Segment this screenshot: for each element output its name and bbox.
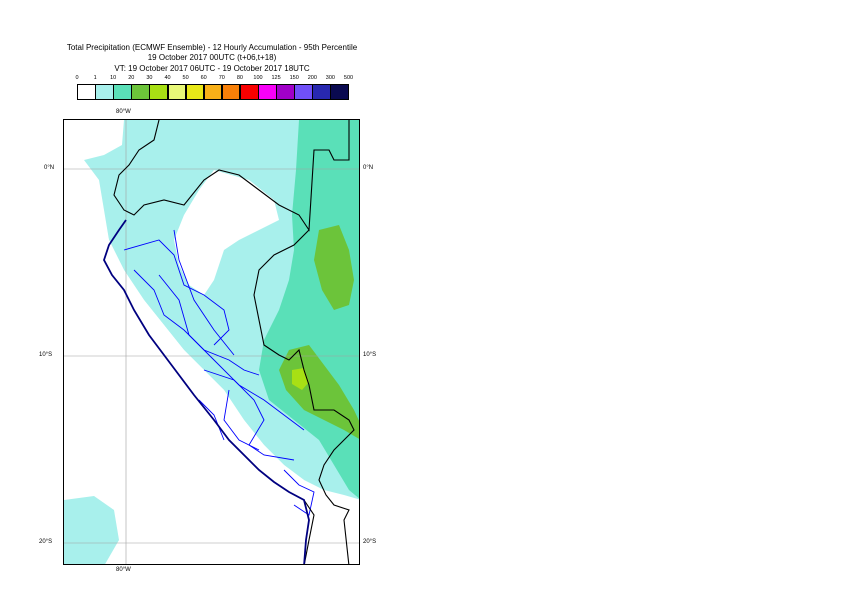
lat-label-left-20: 20°S bbox=[39, 539, 53, 545]
legend-label: 80 bbox=[236, 75, 243, 81]
dry-region bbox=[174, 170, 279, 295]
region-line bbox=[173, 229, 235, 356]
lat-label-right-0: 0°N bbox=[363, 165, 374, 171]
border-line bbox=[303, 499, 315, 564]
precip-field-green-1 bbox=[314, 225, 354, 310]
legend-swatch bbox=[131, 84, 150, 100]
region-boundaries bbox=[123, 229, 315, 516]
legend-swatch bbox=[258, 84, 277, 100]
lon-label-top: 80°W bbox=[116, 109, 131, 115]
legend-label: 30 bbox=[146, 75, 153, 81]
legend-swatch bbox=[77, 84, 96, 100]
region-line bbox=[223, 389, 260, 451]
legend-swatch bbox=[221, 84, 241, 100]
legend-label: 100 bbox=[253, 75, 263, 81]
region-line bbox=[198, 399, 225, 441]
legend-label: 60 bbox=[200, 75, 207, 81]
legend-swatch bbox=[113, 84, 132, 100]
legend-label: 200 bbox=[307, 75, 317, 81]
legend-label: 40 bbox=[164, 75, 171, 81]
lat-label-left-10: 10°S bbox=[39, 352, 53, 358]
title-line-1: Total Precipitation (ECMWF Ensemble) - 1… bbox=[66, 43, 358, 52]
legend-swatch bbox=[149, 84, 169, 100]
region-line bbox=[283, 469, 315, 516]
legend-swatch bbox=[312, 84, 331, 100]
lat-label-left-0: 0°N bbox=[44, 165, 55, 171]
precip-field-green-2 bbox=[279, 345, 359, 439]
legend-label: 70 bbox=[218, 75, 225, 81]
border-line bbox=[113, 120, 350, 232]
legend-swatch bbox=[167, 84, 187, 100]
legend-label: 500 bbox=[343, 75, 354, 81]
legend-swatch bbox=[185, 84, 205, 100]
dry-region-2 bbox=[64, 120, 124, 160]
legend-swatch bbox=[330, 84, 350, 100]
legend-label: 125 bbox=[271, 75, 281, 81]
legend-label: 300 bbox=[325, 75, 335, 81]
map-frame bbox=[63, 119, 360, 565]
country-borders bbox=[113, 120, 355, 564]
legend-swatch bbox=[294, 84, 313, 100]
lon-label-bottom: 80°W bbox=[116, 567, 131, 573]
legend-label: 0 bbox=[75, 75, 79, 81]
legend-label: 20 bbox=[128, 75, 135, 81]
title-line-2: 19 October 2017 00UTC (t+06,t+18) bbox=[147, 53, 277, 62]
legend-swatch bbox=[276, 84, 295, 100]
ocean-white bbox=[64, 180, 304, 564]
precipitation-map bbox=[64, 120, 359, 564]
lat-label-right-10: 10°S bbox=[363, 352, 377, 358]
legend-label: 10 bbox=[110, 75, 117, 81]
border-line bbox=[253, 229, 355, 564]
title-line-3: VT: 19 October 2017 06UTC - 19 October 2… bbox=[114, 64, 310, 73]
graticule bbox=[64, 120, 359, 564]
coastline bbox=[103, 219, 310, 564]
legend-swatch bbox=[95, 84, 114, 100]
legend-label: 1 bbox=[93, 75, 97, 81]
region-line bbox=[203, 369, 295, 461]
legend-label: 150 bbox=[289, 75, 299, 81]
legend-swatch bbox=[239, 84, 259, 100]
lat-label-right-20: 20°S bbox=[363, 539, 377, 545]
legend-label: 50 bbox=[182, 75, 189, 81]
region-line bbox=[123, 239, 230, 346]
offshore-cyan bbox=[64, 496, 119, 564]
legend-swatch bbox=[203, 84, 223, 100]
region-line bbox=[158, 274, 305, 431]
